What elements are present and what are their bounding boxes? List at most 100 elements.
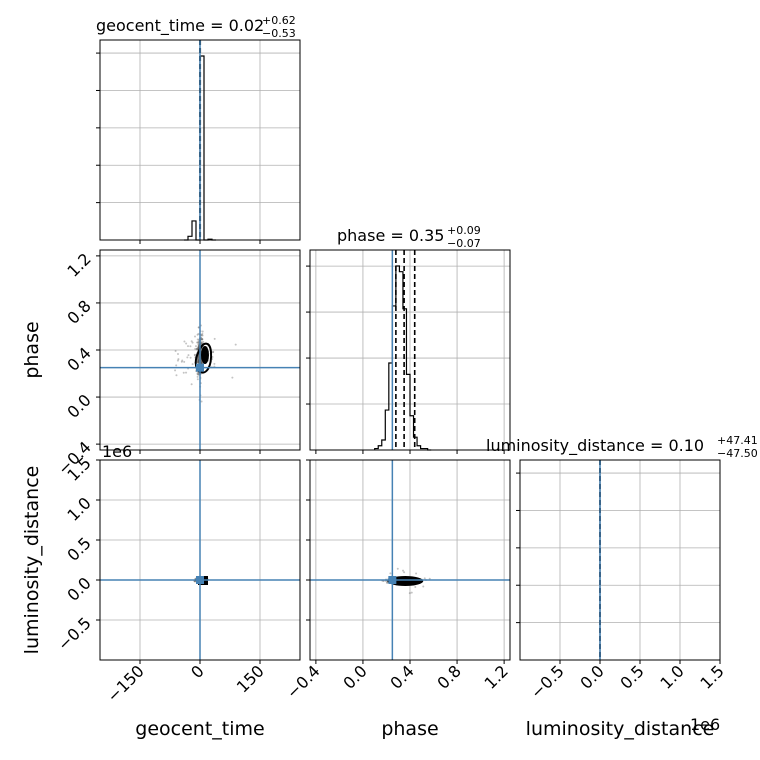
scatter-point <box>194 335 197 338</box>
scatter-point <box>189 345 192 348</box>
truth-marker <box>196 576 204 584</box>
scatter-point <box>189 356 192 359</box>
scatter-point <box>197 343 200 346</box>
scatter-point <box>175 374 178 377</box>
title-phase-minus: −0.07 <box>447 237 481 250</box>
panel-frame <box>519 459 721 661</box>
scatter-point <box>197 345 200 348</box>
x-tick-label: 0.5 <box>616 661 647 692</box>
scatter-point <box>196 341 199 344</box>
panel-distance-vs-phase <box>306 459 511 664</box>
truth-lines <box>100 460 300 660</box>
scatter-point <box>197 358 200 361</box>
y-tick-label: 0.4 <box>63 343 94 374</box>
y-axis-label-phase: phase <box>21 321 43 378</box>
scatter-point <box>196 361 199 364</box>
scatter-point <box>422 585 425 588</box>
y-tick-label: 1.2 <box>63 249 94 280</box>
scatter-point <box>200 333 203 336</box>
y-tick-label: 1.0 <box>63 493 94 524</box>
scatter-point <box>415 572 418 575</box>
scatter-point <box>197 344 200 347</box>
scatter-point <box>197 332 200 335</box>
scatter-point <box>414 585 417 588</box>
title-luminosity-distance-plus: +47.41 <box>717 434 758 447</box>
y-tick-label: 0.0 <box>63 573 94 604</box>
scatter-point <box>213 362 216 365</box>
x-tick-label: 0.4 <box>386 661 417 692</box>
scatter-point <box>183 360 186 363</box>
y-tick-label: 0.0 <box>63 390 94 421</box>
tick-marks <box>306 459 505 664</box>
scatter-point <box>176 353 179 356</box>
tick-marks <box>96 459 261 664</box>
truth-marker <box>196 363 204 372</box>
x-tick-label: 0 <box>187 661 208 682</box>
title-geocent-time-plus: +0.62 <box>262 14 296 27</box>
scatter-point <box>201 338 204 341</box>
scatter-point <box>177 358 180 361</box>
scatter-point <box>197 357 200 360</box>
scatter-point <box>196 347 199 350</box>
scatter-point <box>194 345 197 348</box>
scatter-point <box>200 360 203 363</box>
x-tick-label: 1.0 <box>656 661 687 692</box>
grid-lines <box>310 459 510 660</box>
scatter-point <box>200 360 203 363</box>
scatter-point <box>197 373 200 376</box>
scatter-point <box>231 376 234 379</box>
truth-lines <box>310 460 510 660</box>
scatter-point <box>183 340 186 343</box>
scatter-point <box>410 591 413 594</box>
tick-marks <box>516 472 721 664</box>
histogram-marks <box>184 40 216 241</box>
x-tick-label: 150 <box>233 661 268 696</box>
title-geocent-time-minus: −0.53 <box>262 27 296 40</box>
x-axis-label-geocent-time: geocent_time <box>135 718 264 740</box>
scatter-point <box>200 338 203 341</box>
scatter-point <box>212 350 215 353</box>
scatter-point <box>197 359 200 362</box>
title-luminosity-distance: luminosity_distance = 0.10 <box>486 436 704 456</box>
y-tick-label: 0.5 <box>63 533 94 564</box>
scatter-point <box>197 345 200 348</box>
scatter-point <box>213 337 216 340</box>
scatter-point <box>197 360 200 363</box>
tick-marks <box>306 265 505 454</box>
offset-text-distance-x: 1e6 <box>690 715 720 734</box>
scatter-point <box>197 360 200 363</box>
scatter-point <box>408 592 411 595</box>
scatter-point <box>403 571 406 574</box>
scatter-point <box>195 348 198 351</box>
scatter-point <box>197 361 200 364</box>
scatter-point <box>174 350 177 353</box>
scatter-point <box>200 337 203 340</box>
panel-distance-vs-geocent-time <box>96 459 301 664</box>
x-tick-label: 0.0 <box>576 661 607 692</box>
scatter-point <box>389 572 392 575</box>
scatter-point <box>200 342 203 345</box>
scatter-point <box>196 333 199 336</box>
scatter-point <box>176 359 179 362</box>
x-tick-label: 0.0 <box>339 661 370 692</box>
scatter-point <box>386 581 389 584</box>
scatter-point <box>197 361 200 364</box>
grid-lines <box>520 460 721 660</box>
scatter-point <box>194 347 197 350</box>
scatter-point <box>190 340 193 343</box>
scatter-point <box>200 340 203 343</box>
title-phase-plus: +0.09 <box>447 224 481 237</box>
scatter-point <box>202 340 205 343</box>
offset-text-distance-y: 1e6 <box>102 442 132 461</box>
title-luminosity-distance-minus: −47.50 <box>717 447 758 460</box>
scatter-point <box>197 359 200 362</box>
tick-labels: −150 0 150 −0.4 0.0 0.4 0.8 1.2 −0.5 0.0 0.5 1.0 1.5… <box>54 249 728 706</box>
scatter-point <box>197 360 200 363</box>
x-tick-label: 1.5 <box>696 661 727 692</box>
scatter-point <box>182 371 185 374</box>
panel-phase-hist <box>306 249 511 454</box>
y-tick-label: −0.5 <box>54 613 95 654</box>
scatter-point <box>181 359 184 362</box>
scatter-point <box>196 372 199 375</box>
